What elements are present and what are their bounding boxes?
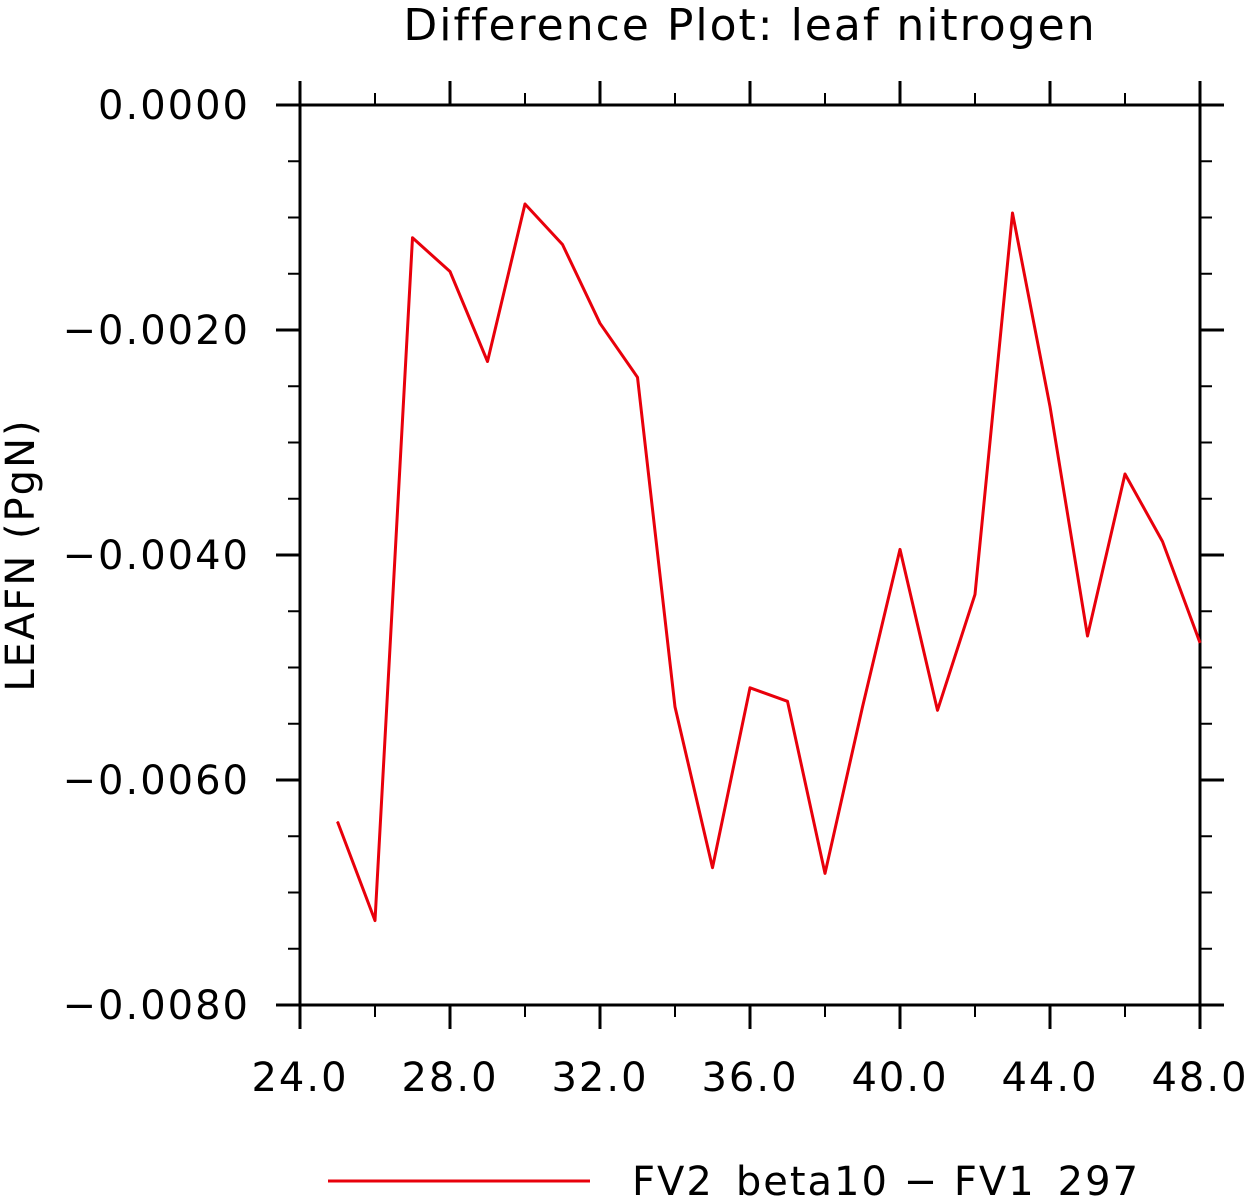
x-tick-label: 48.0 [1151,1055,1247,1101]
y-tick-label: 0.0000 [98,83,250,129]
data-point [899,548,901,550]
data-point [787,700,788,702]
plot-frame [298,103,1202,1007]
y-axis-label: LEAFN (PgN) [0,418,44,691]
y-tick-label: −0.0040 [63,533,250,579]
x-tick-label: 40.0 [851,1055,948,1101]
data-point [1087,635,1088,637]
data-point [337,821,338,823]
data-point [824,872,826,874]
data-point [937,709,938,711]
x-tick-label: 28.0 [401,1055,498,1101]
x-axis-ticks [298,81,1202,1029]
x-axis-tick-labels: 24.0 28.0 32.0 36.0 40.0 44.0 48.0 [251,1055,1247,1101]
x-tick-label: 44.0 [1001,1055,1098,1101]
y-tick-label: −0.0060 [63,758,250,804]
data-point [974,593,976,595]
data-point [674,706,676,708]
y-axis-tick-labels: 0.0000 −0.0020 −0.0040 −0.0060 −0.0080 [63,83,250,1029]
data-point [1012,212,1013,214]
chart-title: Difference Plot: leaf nitrogen [403,0,1096,51]
data-point [862,706,863,708]
legend: FV2_beta10 − FV1_297 [328,1159,1140,1200]
data-point [374,920,376,922]
series-line [336,202,1202,923]
y-axis-ticks [276,103,1224,1007]
data-point [487,361,488,362]
data-point [562,244,563,245]
x-tick-label: 24.0 [251,1055,348,1101]
data-point [1162,541,1163,542]
data-point [1199,642,1201,644]
y-tick-label: −0.0080 [63,983,250,1029]
series-layer [336,202,1202,923]
x-tick-label: 32.0 [551,1055,648,1101]
data-point [712,867,713,869]
data-point [599,322,601,324]
data-point [449,271,451,272]
data-point [749,687,751,689]
data-point [412,237,413,239]
y-tick-label: −0.0020 [63,308,250,354]
data-point [1124,473,1126,475]
legend-label: FV2_beta10 − FV1_297 [632,1159,1140,1200]
x-tick-label: 36.0 [701,1055,798,1101]
data-point [524,203,526,205]
data-point [637,376,638,378]
data-point [1049,406,1051,407]
